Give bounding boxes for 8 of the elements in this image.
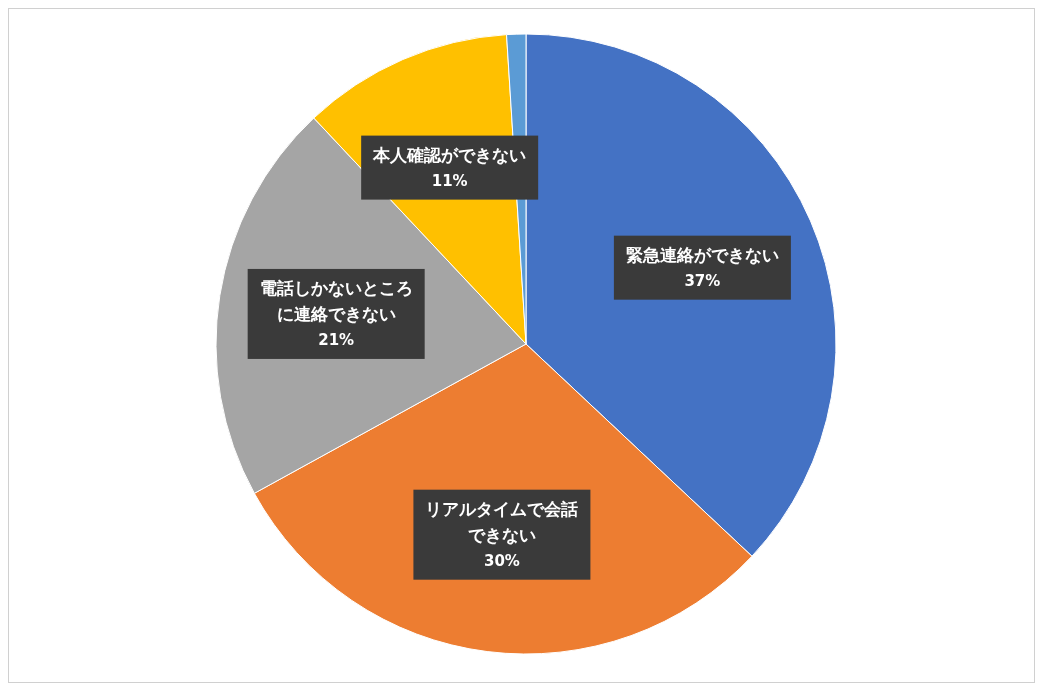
slice-label: 緊急連絡ができない bbox=[625, 244, 779, 265]
slice-label: 本人確認ができない bbox=[372, 144, 527, 165]
data-label: 30% bbox=[483, 551, 520, 570]
data-label: 37% bbox=[684, 271, 721, 290]
data-label: 11% bbox=[431, 171, 468, 190]
slice-label: 電話しかないところに連絡できない bbox=[259, 277, 413, 324]
data-label: 21% bbox=[318, 330, 355, 349]
slice-label: リアルタイムで会話できない bbox=[425, 498, 579, 545]
